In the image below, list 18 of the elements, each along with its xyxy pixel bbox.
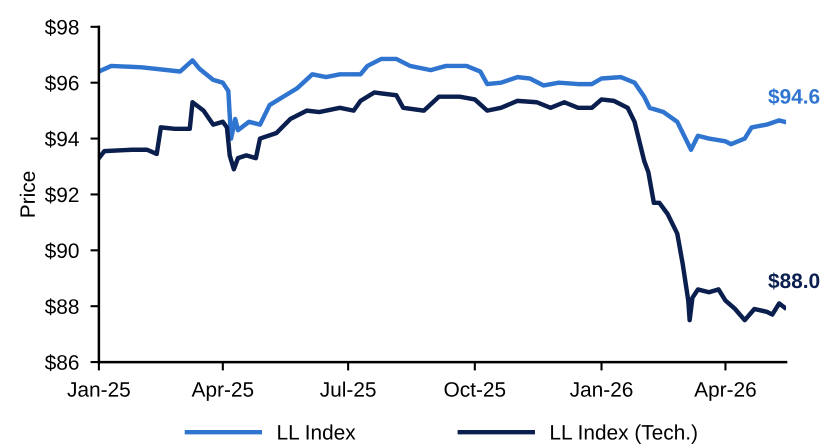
legend-label: LL Index — [278, 424, 356, 440]
x-tick-label: Apr-26 — [694, 382, 756, 401]
y-tick-label: $94 — [44, 130, 79, 148]
annotation: $94.6 — [768, 88, 820, 106]
x-tick-label: Jul-25 — [320, 382, 376, 397]
legend-label: LL Index (Tech.) — [551, 424, 697, 444]
annotation: $88.0 — [768, 272, 820, 290]
x-tick-label: Jan-26 — [570, 382, 632, 397]
y-tick-label: $98 — [44, 18, 79, 36]
y-axis-title: Price — [20, 172, 36, 216]
y-tick-label: $90 — [44, 242, 79, 260]
x-tick-label: Oct-25 — [444, 382, 506, 397]
y-tick-label: $86 — [44, 354, 79, 372]
x-tick-label: Jan-25 — [67, 382, 130, 397]
x-tick-label: Apr-25 — [192, 382, 254, 401]
y-tick-label: $96 — [44, 74, 79, 92]
y-tick-label: $88 — [44, 298, 79, 316]
y-tick-label: $92 — [44, 186, 78, 204]
